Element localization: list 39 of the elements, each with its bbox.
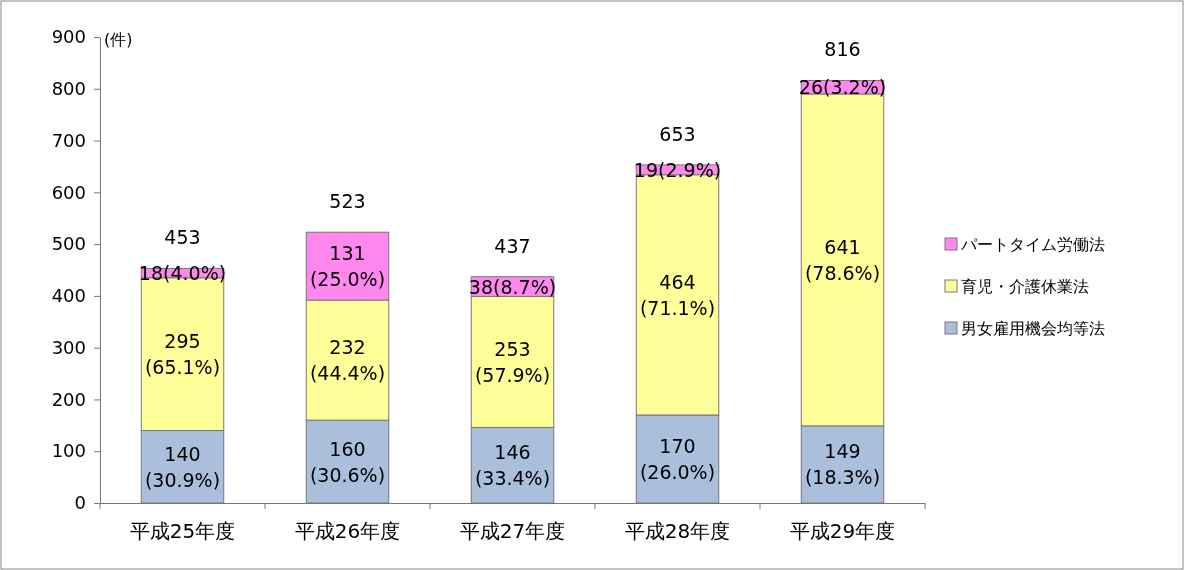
data-label: 38(8.7%): [468, 275, 557, 298]
x-tick-label: 平成26年度: [294, 519, 401, 543]
y-tick-label: 600: [51, 181, 86, 203]
legend-label: パートタイム労働法: [960, 235, 1105, 254]
y-axis-title: (件): [104, 30, 133, 49]
x-tick-label: 平成29年度: [789, 519, 896, 543]
data-label: 26(3.2%): [798, 76, 887, 99]
data-label: 641 (78.6%): [804, 235, 881, 284]
x-tick-label: 平成28年度: [624, 519, 731, 543]
legend-label: 男女雇用機会均等法: [961, 319, 1105, 338]
y-tick-label: 900: [51, 26, 86, 48]
total-label: 453: [164, 226, 201, 249]
data-label: 149 (18.3%): [804, 440, 881, 489]
data-label: 232 (44.4%): [309, 336, 386, 385]
data-label: 131 (25.0%): [309, 242, 386, 291]
y-tick-label: 400: [51, 285, 86, 307]
y-tick-label: 100: [51, 440, 86, 462]
total-label: 523: [329, 190, 366, 213]
data-label: 170 (26.0%): [639, 434, 716, 483]
data-label: 160 (30.6%): [309, 437, 386, 486]
x-tick-label: 平成27年度: [459, 519, 566, 543]
total-label: 437: [494, 234, 531, 257]
data-label: 140 (30.9%): [144, 442, 221, 491]
total-label: 816: [824, 38, 861, 61]
data-label: 253 (57.9%): [474, 337, 551, 386]
legend-label: 育児・介護休業法: [961, 277, 1089, 296]
data-label: 295 (65.1%): [144, 330, 221, 379]
x-tick-label: 平成25年度: [129, 519, 236, 543]
data-label: 464 (71.1%): [639, 270, 716, 319]
y-tick-label: 200: [51, 388, 86, 410]
data-label: 18(4.0%): [138, 262, 227, 285]
y-tick-label: 800: [51, 78, 86, 100]
y-tick-label: 700: [51, 129, 86, 151]
y-tick-label: 500: [51, 233, 86, 255]
total-label: 653: [659, 122, 696, 145]
y-tick-label: 300: [51, 336, 86, 358]
y-tick-label: 0: [74, 492, 86, 514]
data-label: 19(2.9%): [633, 158, 722, 181]
data-label: 146 (33.4%): [474, 441, 551, 490]
